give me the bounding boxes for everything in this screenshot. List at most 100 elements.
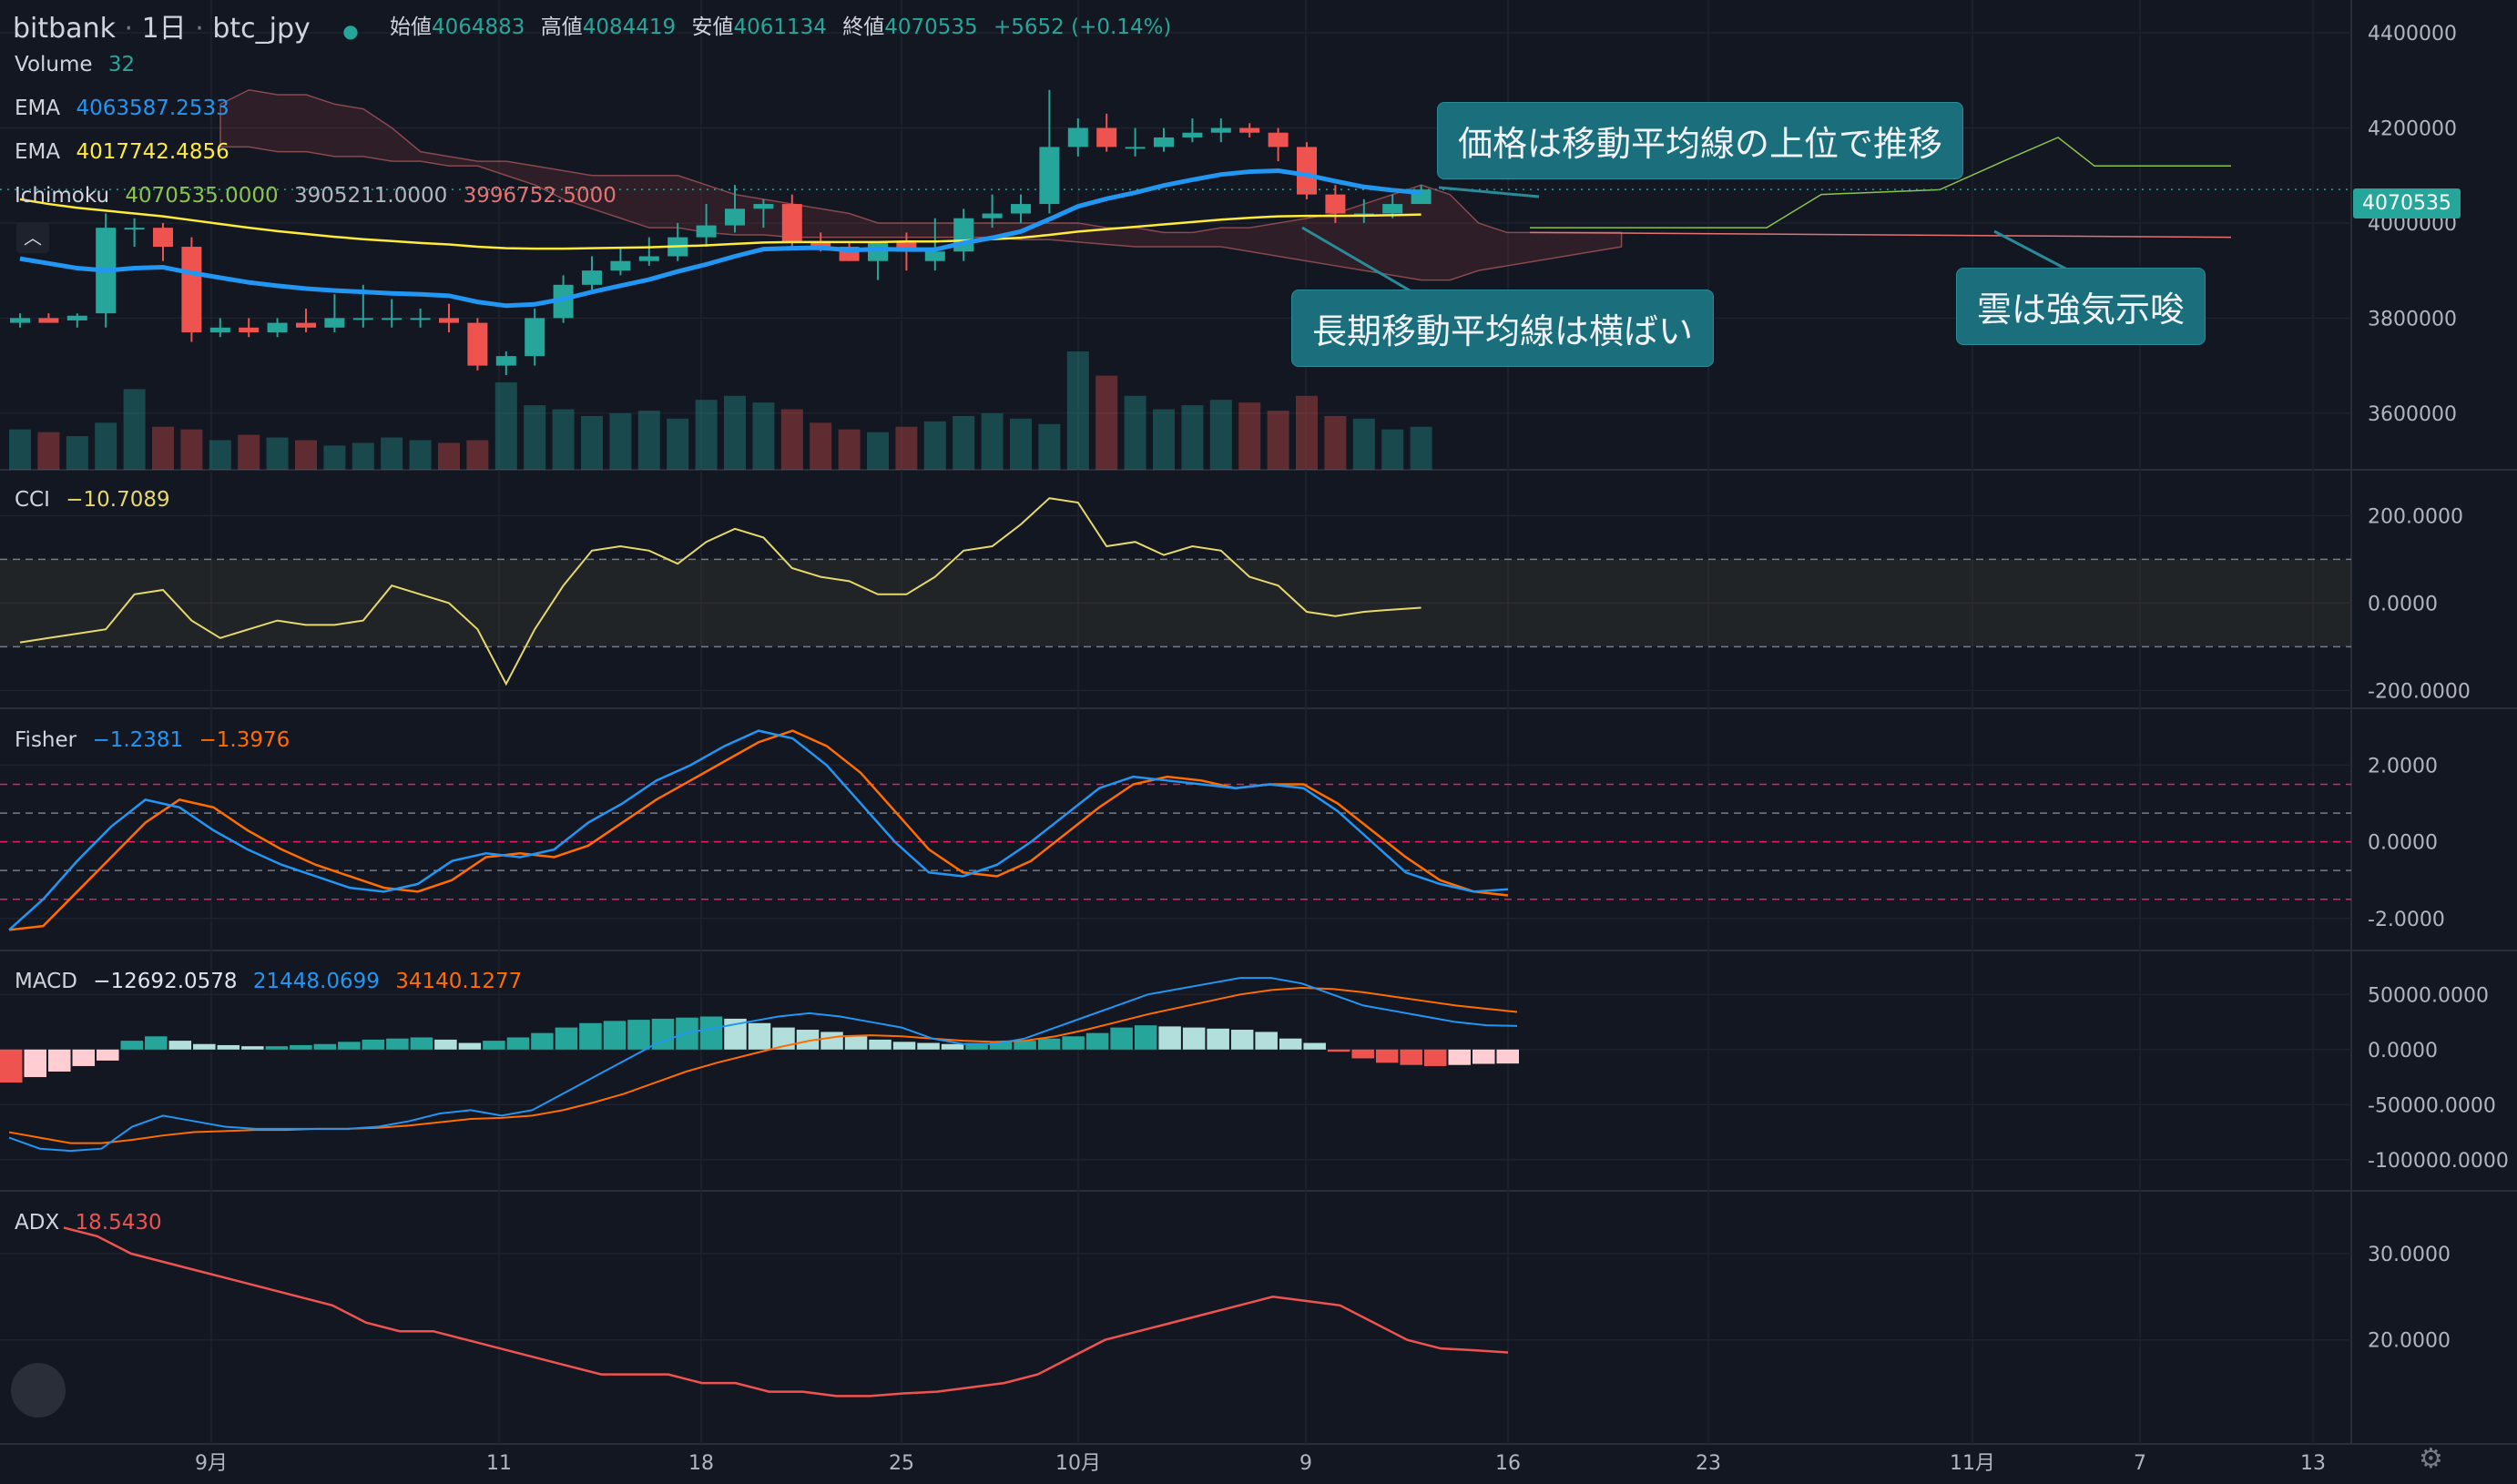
candle-body [124, 228, 145, 230]
legend-ema-slow[interactable]: EMA 4017742.4856 [15, 140, 229, 164]
macd-histogram-bar [1400, 1049, 1422, 1065]
y-tick-label: -100000.0000 [2368, 1150, 2509, 1173]
volume-bar [609, 412, 632, 470]
volume-bar [95, 422, 117, 470]
macd-histogram-bar [844, 1036, 868, 1050]
macd-histogram-bar [1062, 1036, 1085, 1050]
volume-bar [1238, 402, 1261, 470]
macd-histogram-bar [483, 1041, 505, 1050]
volume-bar [381, 437, 403, 470]
legend-fisher-value-2: −1.3976 [199, 728, 290, 752]
macd-histogram-bar [1303, 1042, 1326, 1050]
macd-histogram-bar [410, 1037, 433, 1050]
y-tick-label: -50000.0000 [2368, 1094, 2496, 1117]
macd-histogram-bar [1110, 1027, 1133, 1050]
macd-histogram-bar [72, 1049, 96, 1066]
exchange-name[interactable]: bitbank [13, 13, 116, 45]
legend-fisher[interactable]: Fisher −1.2381 −1.3976 [15, 728, 290, 752]
candle-body [696, 225, 717, 238]
close-value: 4070535 [884, 15, 978, 39]
legend-macd-value-3: 34140.1277 [395, 970, 523, 993]
volume-bar [552, 409, 575, 470]
legend-fisher-label: Fisher [15, 728, 77, 752]
candle-body [296, 322, 316, 328]
annotation-long-ma-flat[interactable]: 長期移動平均線は横ばい [1291, 290, 1715, 367]
candle-body [924, 251, 945, 261]
macd-histogram-bar [120, 1041, 144, 1050]
macd-histogram-bar [555, 1027, 578, 1050]
macd-histogram-bar [1037, 1038, 1061, 1050]
candle-body [896, 241, 917, 252]
legend-volume-label: Volume [15, 53, 93, 76]
legend-adx[interactable]: ADX 18.5430 [15, 1211, 162, 1235]
candle-body [467, 322, 488, 366]
legend-cci-value: −10.7089 [66, 488, 170, 512]
gear-icon[interactable]: ⚙ [2419, 1443, 2443, 1475]
legend-ichimoku-label: Ichimoku [15, 184, 110, 208]
legend-cci[interactable]: CCI −10.7089 [15, 488, 170, 512]
legend-macd-value-1: −12692.0578 [93, 970, 238, 993]
macd-histogram-bar [506, 1037, 530, 1050]
volume-bar [238, 434, 260, 470]
volume-bar [752, 402, 775, 470]
macd-histogram-bar [1158, 1026, 1181, 1050]
symbol-name[interactable]: btc_jpy [212, 13, 311, 45]
annotation-price-above-ma[interactable]: 価格は移動平均線の上位で推移 [1437, 102, 1964, 179]
y-tick-label: 30.0000 [2368, 1244, 2451, 1266]
macd-histogram-bar [265, 1046, 289, 1050]
volume-bar [1267, 411, 1289, 470]
volume-bar [1066, 351, 1089, 470]
candle-body [495, 356, 516, 366]
volume-bar [1352, 418, 1375, 470]
candle-body [239, 327, 260, 333]
legend-macd[interactable]: MACD −12692.0578 21448.0699 34140.1277 [15, 970, 522, 993]
volume-bar [152, 426, 174, 470]
macd-histogram-bar [1496, 1049, 1519, 1064]
symbol-header: bitbank · 1日 · btc_jpy ● [13, 13, 359, 45]
legend-adx-value: 18.5430 [75, 1211, 162, 1235]
ema-fast-line [19, 168, 1422, 309]
legend-macd-label: MACD [15, 970, 77, 993]
legend-volume[interactable]: Volume 32 [15, 53, 135, 76]
candle-body [1297, 147, 1317, 195]
candle-body [982, 213, 1003, 219]
candle-body [868, 241, 888, 261]
macd-histogram-bar [579, 1022, 602, 1050]
open-value: 4064883 [432, 15, 525, 39]
legend-ichimoku[interactable]: Ichimoku 4070535.0000 3905211.0000 39967… [15, 184, 617, 208]
macd-histogram-bar [1279, 1038, 1302, 1050]
candle-body [66, 315, 87, 320]
change-value: +5652 (+0.14%) [994, 15, 1172, 39]
volume-bar [37, 432, 60, 470]
volume-bar [581, 415, 603, 470]
annotation-cloud-bullish[interactable]: 雲は強気示唆 [1956, 268, 2206, 345]
volume-bar [66, 436, 88, 470]
macd-histogram-bar [362, 1039, 385, 1050]
y-tick-label: 3800000 [2368, 308, 2457, 330]
legend-ema-slow-value: 4017742.4856 [76, 140, 229, 164]
candle-body [352, 318, 373, 320]
macd-histogram-bar [941, 1043, 964, 1050]
macd-histogram-bar [1255, 1032, 1278, 1050]
volume-bar [352, 442, 374, 470]
y-tick-label: 0.0000 [2368, 1040, 2438, 1062]
collapse-legend-button[interactable]: ︿ [16, 222, 49, 253]
macd-histogram-bar [965, 1042, 988, 1050]
volume-bar [1124, 395, 1146, 470]
volume-bar [1381, 429, 1404, 470]
volume-bar [295, 440, 317, 470]
candle-body [610, 260, 631, 271]
last-price-tag: 4070535 [2353, 188, 2461, 219]
y-tick-label: 20.0000 [2368, 1330, 2451, 1353]
interval[interactable]: 1日 [141, 13, 187, 45]
bitbank-logo-icon[interactable] [11, 1363, 66, 1418]
legend-ema-fast[interactable]: EMA 4063587.2533 [15, 97, 229, 120]
annotation-pointer [1438, 186, 1540, 198]
candle-body [781, 204, 802, 242]
volume-bar [838, 429, 861, 470]
volume-bar [438, 442, 460, 470]
volume-bar [953, 415, 975, 470]
legend-adx-label: ADX [15, 1211, 60, 1235]
